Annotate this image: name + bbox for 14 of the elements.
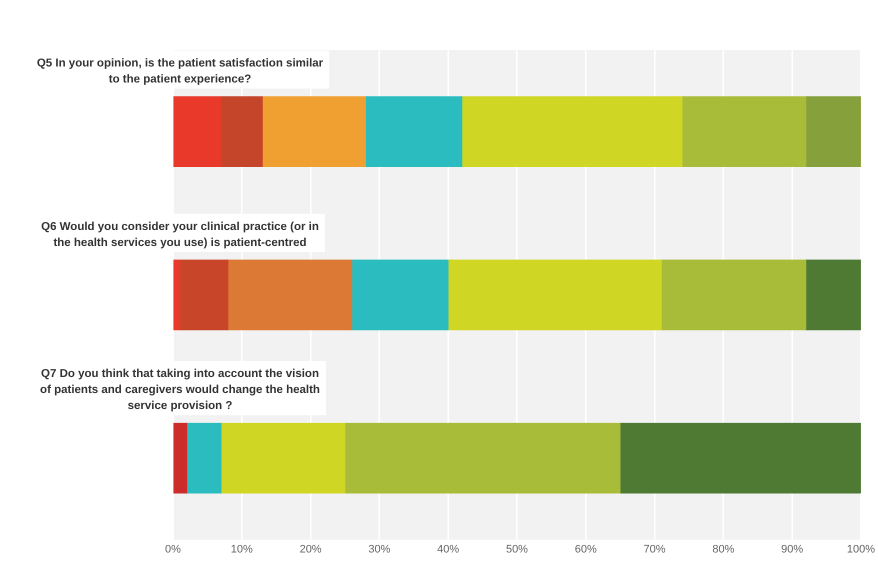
x-tick-label: 50% bbox=[506, 543, 528, 556]
x-tick-label: 60% bbox=[574, 543, 597, 556]
x-tick-label: 0% bbox=[165, 543, 182, 556]
x-tick-label: 80% bbox=[712, 543, 735, 556]
x-tick-label: 100% bbox=[846, 543, 876, 556]
y-tick-label: Q5 In your opinion, is the patient satisfaction similar to the patient experience? bbox=[36, 58, 324, 86]
x-tick-label: 10% bbox=[230, 543, 254, 556]
x-tick-label: 30% bbox=[368, 543, 391, 556]
x-tick-label: 70% bbox=[644, 543, 666, 556]
x-tick-label: 20% bbox=[300, 543, 322, 556]
x-tick-label: 40% bbox=[437, 543, 460, 556]
x-tick-label: 90% bbox=[781, 543, 804, 556]
y-tick-label: Q7 Do you think that taking into account the vision of patients and caregivers would change the health service provision ? bbox=[40, 368, 320, 412]
y-tick-label: Q6 Would you consider your clinical practice (or in the health services you use) is patient-centred bbox=[41, 220, 319, 249]
